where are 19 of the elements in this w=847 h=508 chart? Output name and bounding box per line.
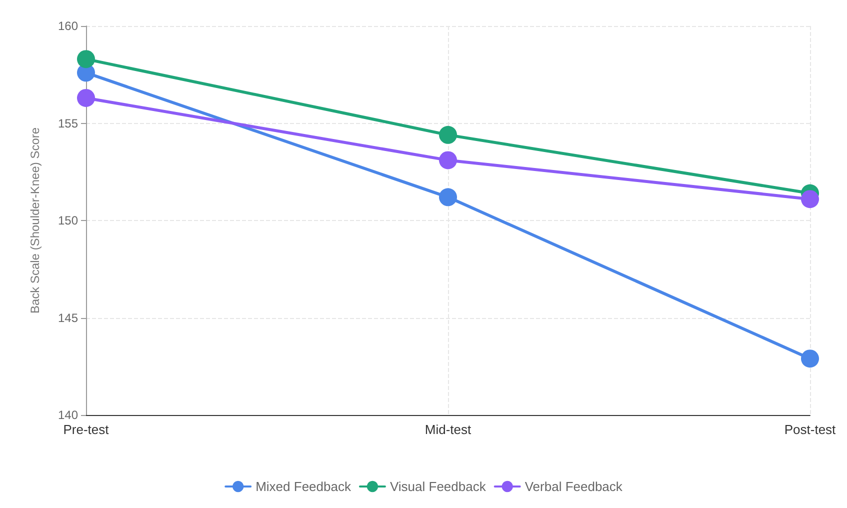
- x-tick-label: Pre-test: [63, 422, 110, 437]
- point: [801, 350, 819, 368]
- y-axis-title: Back Scale (Shoulder-Knee) Score: [28, 127, 42, 314]
- point: [77, 50, 95, 68]
- point: [77, 88, 95, 107]
- point: [801, 190, 819, 208]
- y-tick-label: 160: [58, 19, 78, 33]
- point: [439, 151, 457, 170]
- x-tick-label: Mid-test: [424, 422, 472, 437]
- point: [439, 126, 457, 144]
- y-tick-label: 155: [58, 116, 78, 130]
- point: [439, 188, 457, 206]
- y-tick-label: 145: [58, 310, 78, 325]
- y-tick-label: 140: [58, 408, 78, 422]
- y-tick-label: 150: [58, 214, 78, 228]
- x-tick-label: Post-test: [784, 422, 836, 437]
- legend-label: Mixed Feedback: [256, 479, 352, 494]
- legend-label: Visual Feedback: [390, 479, 486, 494]
- legend-label: Verbal Feedback: [524, 479, 623, 494]
